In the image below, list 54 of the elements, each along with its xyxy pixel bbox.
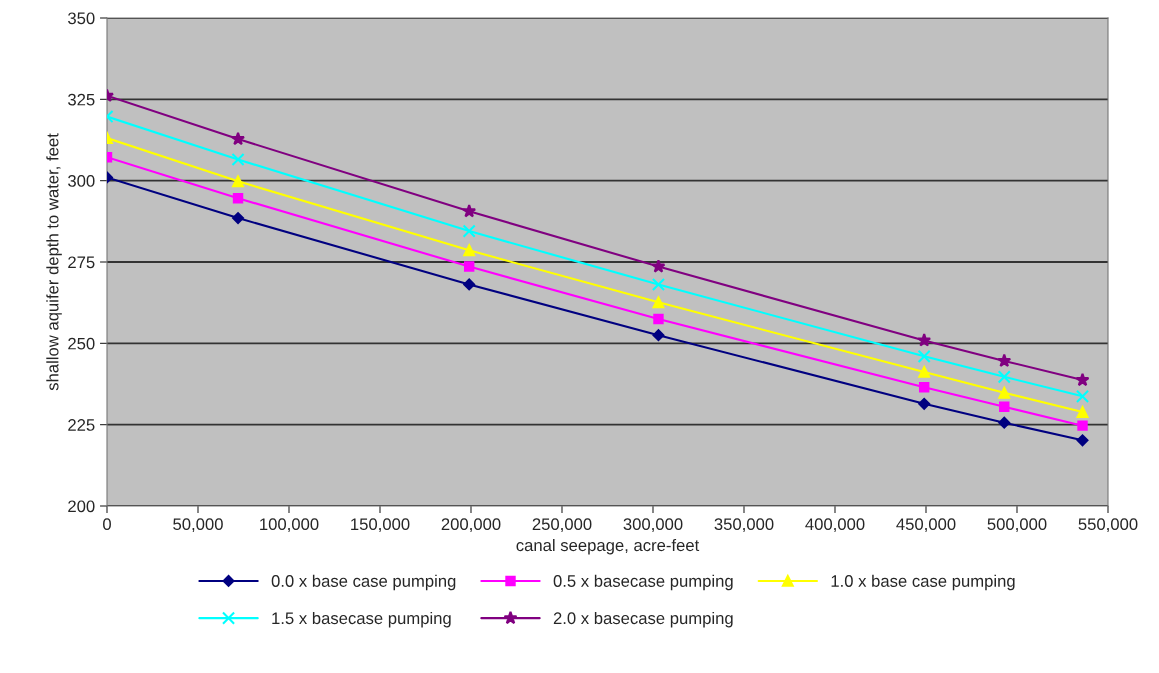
legend-label: 2.0 x basecase pumping (553, 611, 733, 628)
x-tick-label: 350,000 (714, 518, 774, 533)
legend-label: 1.0 x base case pumping (831, 574, 1015, 591)
y-tick-label: 250 (68, 337, 95, 350)
x-tick-label: 100,000 (260, 518, 319, 533)
x-tick-label: 50,000 (173, 518, 223, 533)
x-tick-label: 550,000 (1078, 518, 1138, 533)
point (1075, 389, 1090, 403)
y-tick-label: 325 (68, 93, 95, 106)
legend-label: 0.0 x base case pumping (271, 574, 456, 591)
point (462, 224, 476, 238)
y-tick-label: 225 (68, 419, 95, 431)
y-tick-label: 300 (68, 175, 95, 187)
point (998, 416, 1011, 429)
point (918, 382, 930, 393)
legend-label: 1.5 x basecase pumping (272, 611, 451, 628)
x-axis-title: canal seepage, acre-feet (516, 538, 700, 555)
point (651, 259, 666, 273)
point (653, 313, 664, 325)
point (231, 131, 246, 146)
y-tick-label: 350 (68, 12, 95, 25)
x-tick-label: 150,000 (351, 518, 410, 533)
x-tick-label: 450,000 (896, 518, 956, 533)
point (463, 261, 475, 272)
point (652, 329, 665, 342)
point (999, 401, 1010, 412)
x-tick-label: 0 (103, 518, 111, 531)
point (232, 212, 244, 225)
point (1076, 434, 1089, 447)
point (463, 244, 476, 257)
point (1075, 372, 1090, 387)
y-axis-title: shallow aquifer depth to water, feet (46, 133, 62, 391)
point (997, 370, 1011, 384)
point (231, 152, 245, 167)
point (232, 175, 244, 188)
y-tick-label: 275 (68, 256, 95, 269)
point (998, 386, 1011, 399)
x-tick-label: 400,000 (805, 518, 865, 533)
point (997, 353, 1012, 367)
point (917, 349, 931, 363)
point (463, 278, 476, 291)
point (1077, 420, 1088, 431)
point (462, 203, 477, 218)
point (917, 333, 932, 347)
point (651, 277, 666, 292)
x-tick-label: 200,000 (441, 518, 501, 533)
x-tick-label: 300,000 (623, 518, 683, 533)
x-tick-label: 500,000 (987, 518, 1047, 533)
y-tick-label: 200 (68, 500, 95, 513)
point (652, 296, 665, 309)
point (232, 193, 244, 204)
x-tick-label: 250,000 (532, 518, 592, 533)
legend-label: 0.5 x basecase pumping (553, 574, 733, 591)
point (918, 397, 931, 410)
